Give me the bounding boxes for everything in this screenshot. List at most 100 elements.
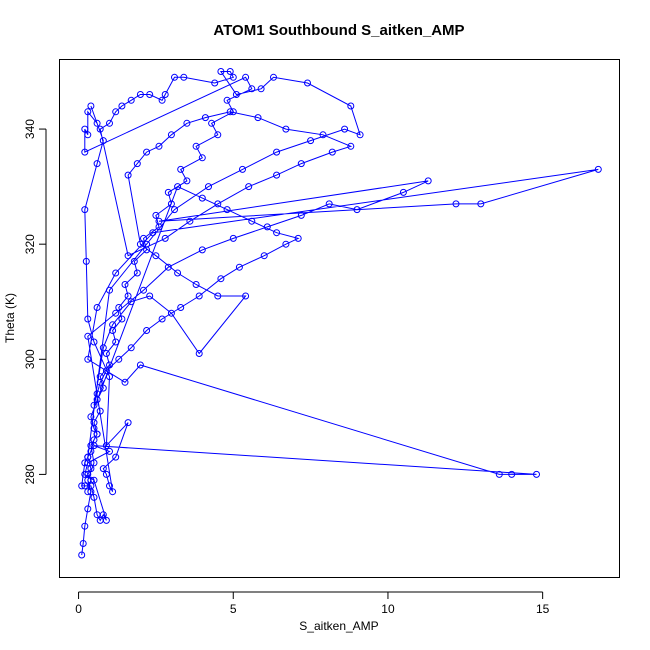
data-point — [84, 505, 92, 513]
data-point — [254, 114, 262, 122]
data-point — [99, 344, 107, 352]
data-point — [121, 378, 129, 386]
data-point — [167, 309, 175, 317]
data-point — [263, 223, 271, 231]
data-point — [223, 206, 231, 214]
data-point — [84, 355, 92, 363]
data-point — [161, 91, 169, 98]
data-point — [270, 73, 277, 81]
data-point — [143, 327, 151, 334]
data-point — [96, 516, 104, 524]
data-point — [161, 234, 169, 242]
data-point — [124, 292, 132, 300]
data-point — [282, 240, 290, 248]
data-point — [198, 194, 206, 202]
data-point — [217, 275, 225, 283]
data-point — [90, 338, 98, 346]
data-point — [167, 200, 175, 208]
data-point — [90, 476, 98, 484]
data-point — [78, 551, 86, 559]
data-point — [158, 315, 166, 323]
data-point — [495, 470, 503, 478]
data-point — [229, 73, 237, 81]
data-point — [124, 252, 132, 260]
data-point — [109, 321, 117, 329]
data-point — [106, 119, 113, 127]
data-point — [273, 229, 281, 237]
data-point — [325, 200, 333, 208]
data-point — [158, 96, 166, 104]
data-point — [90, 424, 98, 432]
data-point — [96, 125, 104, 133]
data-point — [214, 200, 222, 208]
data-point — [195, 350, 203, 357]
data-point — [282, 125, 290, 133]
data-point — [229, 234, 237, 242]
data-point — [146, 292, 154, 300]
data-point — [399, 188, 407, 196]
data-point — [217, 68, 225, 75]
data-point — [183, 119, 191, 127]
data-point — [93, 390, 101, 398]
x-axis: 0 5 10 15 — [75, 591, 550, 616]
data-point — [177, 165, 185, 173]
data-point — [118, 102, 126, 110]
data-point — [140, 286, 147, 294]
data-point — [127, 96, 135, 104]
data-point — [81, 482, 89, 490]
data-point — [84, 470, 92, 478]
y-tick-label: 300 — [23, 349, 37, 369]
data-point — [90, 436, 98, 444]
data-point — [239, 165, 246, 173]
x-axis-label: S_aitken_AMP — [299, 619, 378, 633]
data-point — [297, 160, 305, 168]
data-point — [106, 361, 113, 369]
data-point — [106, 286, 113, 294]
data-point — [93, 511, 101, 519]
data-point — [328, 148, 336, 156]
data-point — [297, 211, 305, 219]
data-point — [229, 108, 237, 116]
data-point — [136, 361, 144, 369]
data-point — [90, 401, 98, 409]
data-point — [177, 304, 185, 311]
data-point — [102, 350, 110, 357]
data-point — [186, 217, 194, 225]
data-point — [242, 73, 250, 81]
data-point — [307, 137, 315, 145]
data-point — [232, 91, 240, 98]
data-point — [226, 108, 234, 116]
data-point — [133, 269, 141, 277]
data-point — [78, 482, 86, 490]
series-line — [81, 71, 599, 556]
data-point — [99, 465, 107, 473]
data-point — [164, 188, 172, 196]
data-point — [149, 229, 157, 237]
data-point — [180, 73, 188, 81]
data-point — [90, 493, 98, 501]
data-point — [96, 378, 104, 386]
data-point — [121, 281, 129, 288]
data-point — [242, 292, 250, 300]
data-point — [87, 102, 95, 110]
data-point — [248, 85, 256, 93]
data-point — [140, 234, 147, 242]
data-point — [106, 447, 113, 455]
data-point — [87, 465, 95, 473]
data-point — [155, 142, 163, 150]
data-point — [294, 234, 302, 242]
data-point — [81, 125, 89, 133]
data-point — [201, 114, 209, 122]
data-point — [127, 344, 135, 352]
data-point — [109, 488, 117, 496]
data-point — [81, 148, 89, 156]
data-point — [198, 154, 206, 162]
data-point — [112, 309, 120, 317]
data-point — [174, 269, 182, 277]
y-tick-label: 280 — [23, 464, 37, 484]
data-point — [112, 269, 120, 277]
data-point — [214, 292, 222, 300]
data-point — [205, 183, 212, 191]
data-point — [84, 332, 92, 340]
